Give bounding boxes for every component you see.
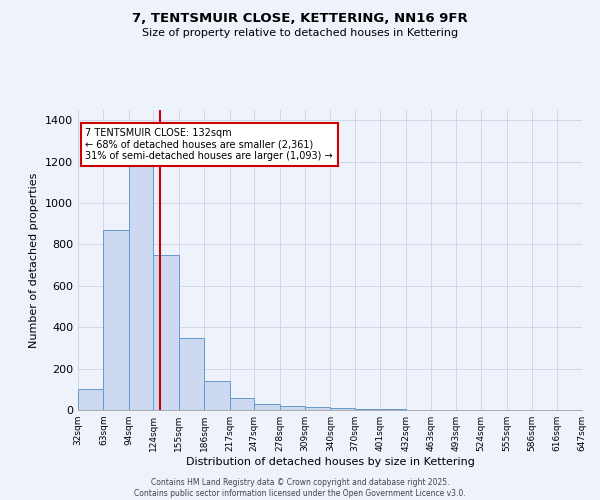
- Bar: [154, 255, 179, 410]
- Bar: [331, 408, 355, 410]
- Bar: [254, 404, 280, 410]
- Bar: [129, 141, 154, 410]
- Bar: [355, 409, 380, 410]
- Y-axis label: Number of detached properties: Number of detached properties: [29, 172, 40, 348]
- Text: Size of property relative to detached houses in Kettering: Size of property relative to detached ho…: [142, 28, 458, 38]
- Bar: [380, 409, 406, 410]
- X-axis label: Distribution of detached houses by size in Kettering: Distribution of detached houses by size …: [185, 457, 475, 467]
- Bar: [280, 406, 305, 410]
- Bar: [204, 381, 230, 410]
- Bar: [78, 390, 103, 410]
- Text: 7 TENTSMUIR CLOSE: 132sqm
← 68% of detached houses are smaller (2,361)
31% of se: 7 TENTSMUIR CLOSE: 132sqm ← 68% of detac…: [85, 128, 333, 161]
- Bar: [305, 407, 331, 410]
- Bar: [179, 338, 204, 410]
- Text: Contains HM Land Registry data © Crown copyright and database right 2025.
Contai: Contains HM Land Registry data © Crown c…: [134, 478, 466, 498]
- Bar: [230, 398, 254, 410]
- Bar: [103, 230, 129, 410]
- Text: 7, TENTSMUIR CLOSE, KETTERING, NN16 9FR: 7, TENTSMUIR CLOSE, KETTERING, NN16 9FR: [132, 12, 468, 26]
